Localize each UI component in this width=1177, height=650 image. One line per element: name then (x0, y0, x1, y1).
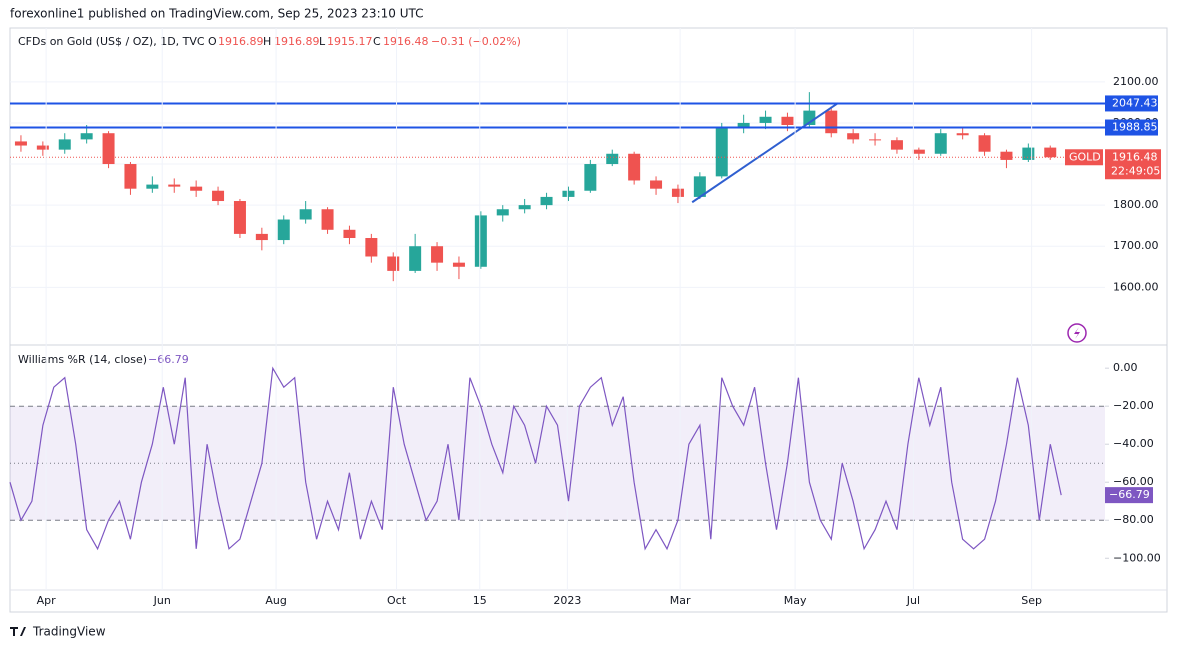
candle-body (36, 145, 49, 150)
y-tick-label: −60.00 (1113, 475, 1154, 488)
y-tick-label: 1600.00 (1113, 280, 1159, 293)
ohlc-value: 1916.89 (274, 35, 320, 48)
y-tick-label: 0.00 (1113, 361, 1138, 374)
x-tick-label: Sep (1021, 594, 1042, 607)
indicator-value: −66.79 (148, 353, 189, 366)
candle-body (518, 205, 531, 210)
candle-body (212, 190, 225, 202)
candle-body (474, 215, 487, 267)
level-label: 1988.85 (1112, 121, 1158, 134)
candle-body (628, 153, 641, 181)
candle-body (146, 184, 159, 189)
ohlc-label: L (319, 35, 326, 48)
y-tick-label: −40.00 (1113, 437, 1154, 450)
candle-body (299, 209, 312, 220)
candle-body (409, 246, 422, 271)
candle-body (1000, 151, 1013, 160)
countdown: 22:49:05 (1111, 164, 1160, 177)
candle-body (890, 140, 903, 150)
x-tick-label: Apr (37, 594, 57, 607)
candle-body (1044, 147, 1057, 158)
indicator-title: Williams %R (14, close) (18, 353, 147, 366)
candle-body (58, 139, 71, 150)
current-label: −66.79 (1109, 488, 1150, 501)
ohlc-value: 1916.48 (383, 35, 429, 48)
x-tick-label: Mar (670, 594, 691, 607)
candle-body (584, 164, 597, 191)
candle-body (168, 184, 181, 187)
y-tick-label: −20.00 (1113, 399, 1154, 412)
candle-body (1022, 147, 1035, 160)
ohlc-label: O (208, 35, 217, 48)
ohlc-label: C (373, 35, 381, 48)
alert-icon[interactable] (1067, 323, 1087, 343)
candle-body (124, 164, 137, 189)
candle-body (431, 246, 444, 263)
publisher: forexonline1 published on TradingView.co… (10, 7, 423, 21)
brand-logo (10, 627, 26, 636)
symbol-label: GOLD (1069, 150, 1101, 163)
change: −0.31 (−0.02%) (431, 35, 521, 48)
x-tick-label: 15 (473, 594, 487, 607)
y-tick-label: 2100.00 (1113, 75, 1159, 88)
y-tick-label: −80.00 (1113, 513, 1154, 526)
candle-body (496, 209, 509, 216)
y-tick-label: −100.00 (1113, 551, 1161, 564)
candle-body (233, 201, 246, 234)
symbol: CFDs on Gold (US$ / OZ), 1D, TVC (18, 35, 205, 48)
ohlc-value: 1916.89 (218, 35, 264, 48)
candle-body (956, 133, 969, 136)
candle-body (781, 116, 794, 125)
wr-line (9, 366, 1062, 551)
last-price-box (1105, 149, 1161, 180)
candle-body (869, 139, 882, 141)
candle-body (14, 141, 27, 146)
current-box (1105, 487, 1153, 504)
candle-body (190, 186, 203, 191)
candle-body (759, 116, 772, 123)
x-tick-label: Jun (153, 594, 171, 607)
y-tick-label: 1800.00 (1113, 198, 1159, 211)
candle-body (606, 153, 619, 165)
symbol-box (1065, 149, 1103, 166)
candle-body (343, 229, 356, 239)
x-tick-label: Oct (387, 594, 407, 607)
x-tick-label: May (784, 594, 807, 607)
candle-body (847, 133, 860, 140)
brand: TradingView (32, 625, 106, 639)
candle-body (387, 256, 400, 271)
x-tick-label: 2023 (553, 594, 581, 607)
x-tick-label: Aug (265, 594, 286, 607)
candle-body (978, 135, 991, 152)
ohlc-value: 1915.17 (327, 35, 373, 48)
level-label: 2047.43 (1112, 96, 1158, 109)
candle-body (102, 133, 115, 165)
candle-body (80, 133, 93, 140)
candle-body (562, 190, 575, 197)
candle-body (452, 262, 465, 267)
candle-body (737, 122, 750, 128)
candle-body (825, 110, 838, 134)
x-tick-label: Jul (906, 594, 920, 607)
trendline (691, 102, 839, 204)
candle-body (365, 238, 378, 257)
candle-body (277, 219, 290, 241)
candle-body (540, 196, 553, 206)
level-label-box (1105, 119, 1158, 136)
candle-body (715, 127, 728, 177)
candle-body (650, 180, 663, 189)
ohlc-label: H (263, 35, 271, 48)
candle-body (255, 233, 268, 241)
level-label-box (1105, 95, 1158, 112)
frame (9, 27, 1168, 613)
candle-body (934, 133, 947, 154)
candle-body (912, 149, 925, 154)
candle-body (693, 176, 706, 197)
last-price: 1916.48 (1112, 150, 1158, 163)
candle-body (671, 188, 684, 197)
candle-body (321, 209, 334, 230)
y-tick-label: 1700.00 (1113, 239, 1159, 252)
